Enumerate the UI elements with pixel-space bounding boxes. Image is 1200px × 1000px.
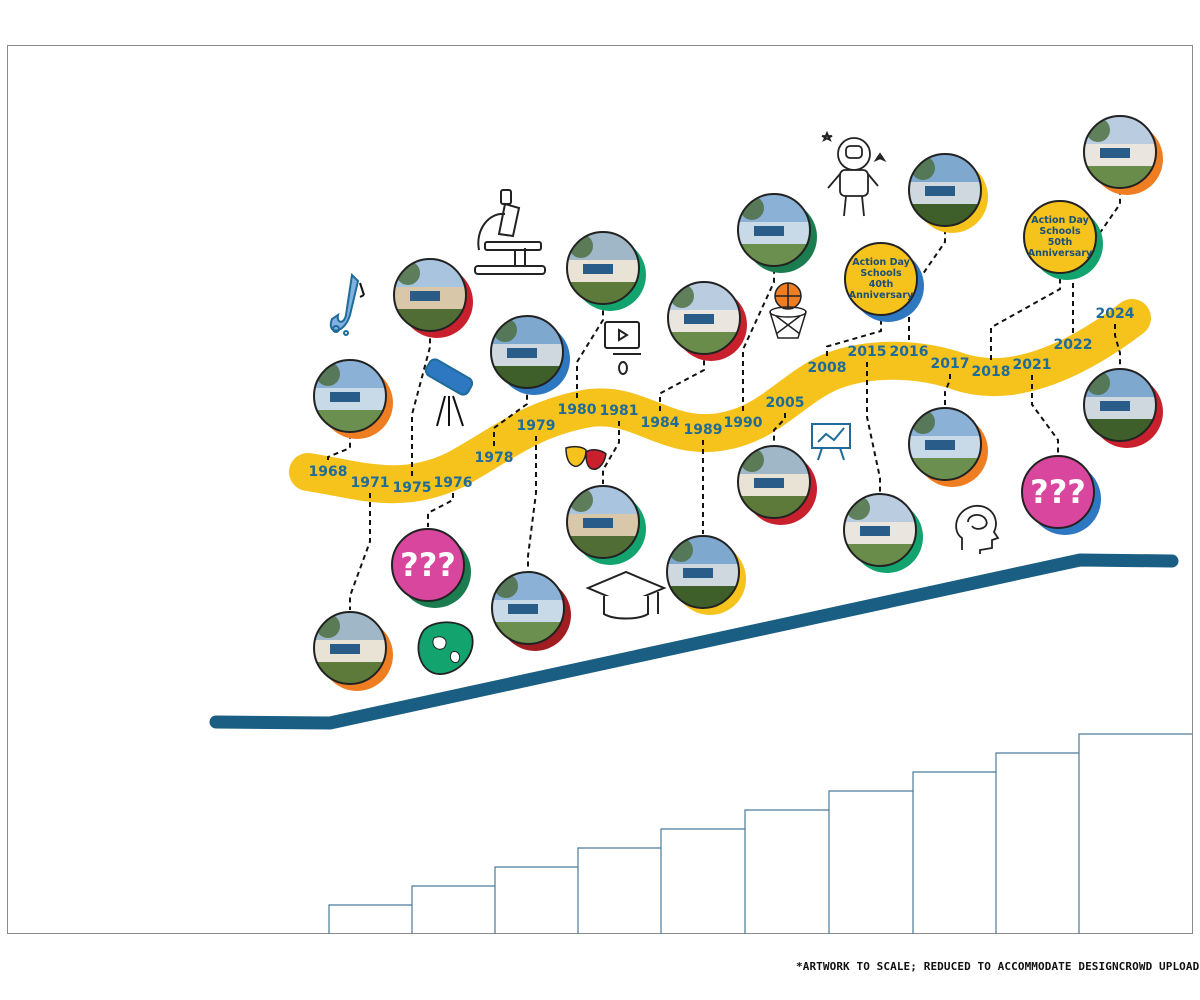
microscope-icon (474, 189, 546, 275)
anniversary-text: 40th (869, 279, 894, 290)
timeline-circle-2021: ??? (1021, 455, 1101, 535)
connector-line (773, 413, 786, 444)
timeline-circle-2024 (1083, 368, 1163, 448)
timeline-circle-1984 (667, 281, 747, 361)
connector-line (349, 493, 371, 610)
anniversary-circle (844, 242, 918, 316)
connector-line (602, 421, 620, 484)
ramp-rail (209, 553, 1179, 730)
building-photo (394, 259, 466, 331)
anniversary-text: Anniversary (1028, 248, 1093, 259)
globe-icon (417, 621, 474, 675)
question-marks: ??? (400, 546, 456, 584)
year-label-1978: 1978 (475, 450, 514, 466)
brain-head-icon (955, 505, 1000, 554)
question-circle (391, 528, 465, 602)
connector-line (327, 434, 351, 460)
timeline-circle-1978 (490, 315, 570, 395)
artwork-frame (7, 45, 1193, 934)
stair-outline (328, 733, 1192, 934)
year-label-2005: 2005 (766, 395, 805, 411)
connector-line (576, 306, 604, 398)
connector-line (908, 228, 946, 340)
question-circle (1021, 455, 1095, 529)
telescope-icon (424, 358, 474, 427)
year-label-1989: 1989 (684, 422, 723, 438)
basketball-hoop-icon (769, 282, 807, 339)
footnote: *ARTWORK TO SCALE; REDUCED TO ACCOMMODAT… (796, 960, 1200, 973)
timeline-circle-2015 (843, 493, 923, 573)
anniversary-text: Schools (860, 268, 902, 279)
timeline-photos: ???Action DaySchools40thAnniversaryActio… (313, 115, 1163, 691)
theater-masks-icon (565, 445, 607, 470)
connector-line (990, 275, 1061, 360)
stairs (328, 733, 1192, 934)
connector-line (1114, 324, 1121, 367)
year-label-1979: 1979 (517, 418, 556, 434)
year-label-1971: 1971 (351, 475, 390, 491)
connector-line (527, 436, 537, 570)
timeline-circle-1975 (393, 258, 473, 338)
building-photo (668, 282, 740, 354)
anniversary-text: 50th (1048, 237, 1073, 248)
anniversary-text: Anniversary (849, 290, 914, 301)
timeline-circle-2016 (908, 153, 988, 233)
graduation-cap-icon (585, 570, 667, 620)
timeline-circle-1981 (566, 485, 646, 565)
building-photo (567, 232, 639, 304)
anniversary-text: Action Day (1031, 215, 1089, 226)
timeline-circle-2022 (1083, 115, 1163, 195)
building-photo (667, 536, 739, 608)
year-label-1980: 1980 (558, 402, 597, 418)
anniversary-text: Schools (1039, 226, 1081, 237)
year-label-1976: 1976 (434, 475, 473, 491)
timeline-circle-1989 (666, 535, 746, 615)
year-label-1990: 1990 (724, 415, 763, 431)
astronaut-icon (821, 130, 887, 217)
year-label-2024: 2024 (1096, 306, 1135, 322)
building-photo (314, 360, 386, 432)
year-label-2017: 2017 (931, 356, 970, 372)
connector-line (826, 317, 882, 356)
year-label-2022: 2022 (1054, 337, 1093, 353)
year-label-1975: 1975 (393, 480, 432, 496)
timeline-circle-2005 (737, 445, 817, 525)
building-photo (491, 316, 563, 388)
connector-line (493, 390, 528, 446)
presentation-board-icon (811, 423, 851, 461)
computer-icon (604, 321, 641, 375)
connector-line (866, 362, 881, 492)
connector-line (742, 268, 775, 411)
year-label-1968: 1968 (309, 464, 348, 480)
timeline-circle-1990 (737, 193, 817, 273)
year-label-2021: 2021 (1013, 357, 1052, 373)
question-marks: ??? (1030, 473, 1086, 511)
connector-line (427, 493, 454, 527)
year-label-2018: 2018 (972, 364, 1011, 380)
connector-line (659, 356, 705, 411)
timeline-circle-2017 (908, 407, 988, 487)
timeline-circle-1980 (566, 231, 646, 311)
timeline-ribbon (289, 299, 1151, 504)
connector-line (944, 374, 951, 406)
building-photo (1084, 116, 1156, 188)
anniversary-circle (1023, 200, 1097, 274)
connector-line (411, 333, 431, 476)
timeline-circle-1976: ??? (391, 528, 471, 608)
year-label-1984: 1984 (641, 415, 680, 431)
timeline-circle-1979 (491, 571, 571, 651)
timeline-circle-1968 (313, 359, 393, 439)
year-label-2016: 2016 (890, 344, 929, 360)
building-photo (314, 612, 386, 684)
year-label-2015: 2015 (848, 344, 887, 360)
saxophone-icon (329, 272, 365, 336)
year-label-1981: 1981 (600, 403, 639, 419)
year-label-2008: 2008 (808, 360, 847, 376)
anniversary-text: Action Day (852, 257, 910, 268)
timeline-circle-1971 (313, 611, 393, 691)
